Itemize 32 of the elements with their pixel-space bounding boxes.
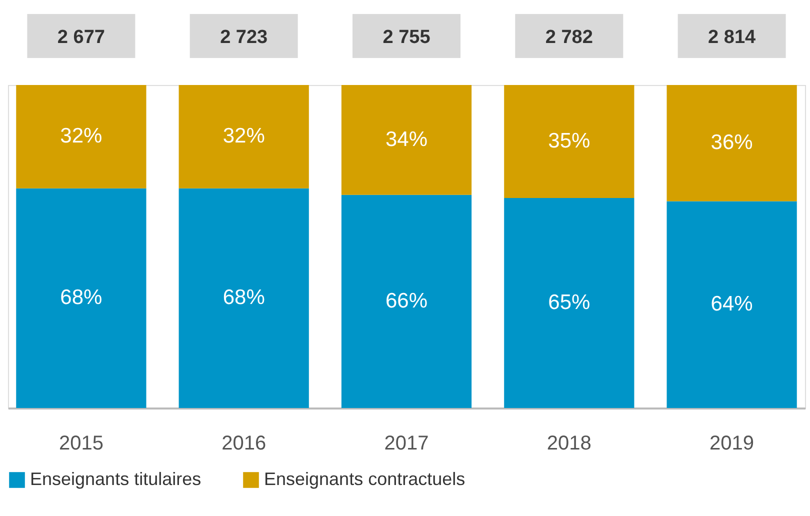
legend-label: Enseignants contractuels: [264, 469, 466, 489]
bar: [341, 85, 472, 195]
bar: [341, 194, 472, 408]
data-label: 66%: [385, 289, 428, 312]
bar: [16, 188, 146, 408]
bar: [178, 85, 309, 188]
data-label: 68%: [60, 286, 102, 310]
x-tick-label: 2019: [710, 432, 754, 454]
bar: [16, 85, 146, 188]
text: 2 755: [382, 27, 431, 48]
data-label: 36%: [710, 131, 753, 154]
x-tick-label: 2016: [222, 432, 266, 454]
data-label: 65%: [548, 291, 590, 314]
x-tick-label: 2017: [384, 432, 429, 454]
bar: [504, 85, 634, 198]
data-label: 64%: [710, 292, 753, 316]
bar: [178, 188, 309, 408]
data-label: 68%: [222, 286, 265, 310]
text: 2 814: [708, 27, 756, 48]
x-tick-label: 2018: [546, 432, 592, 454]
text: 2 723: [220, 27, 268, 48]
text: 2 677: [57, 27, 105, 48]
x-tick-label: 2015: [58, 432, 104, 454]
data-label: 32%: [60, 124, 102, 148]
bar: [666, 85, 797, 202]
legend-label: Enseignants titulaires: [30, 469, 202, 489]
data-label: 34%: [385, 128, 428, 151]
data-label: 35%: [548, 130, 590, 153]
bar: [504, 198, 634, 408]
bar: [666, 201, 797, 408]
text: 2 782: [545, 27, 593, 48]
data-label: 32%: [222, 124, 265, 148]
